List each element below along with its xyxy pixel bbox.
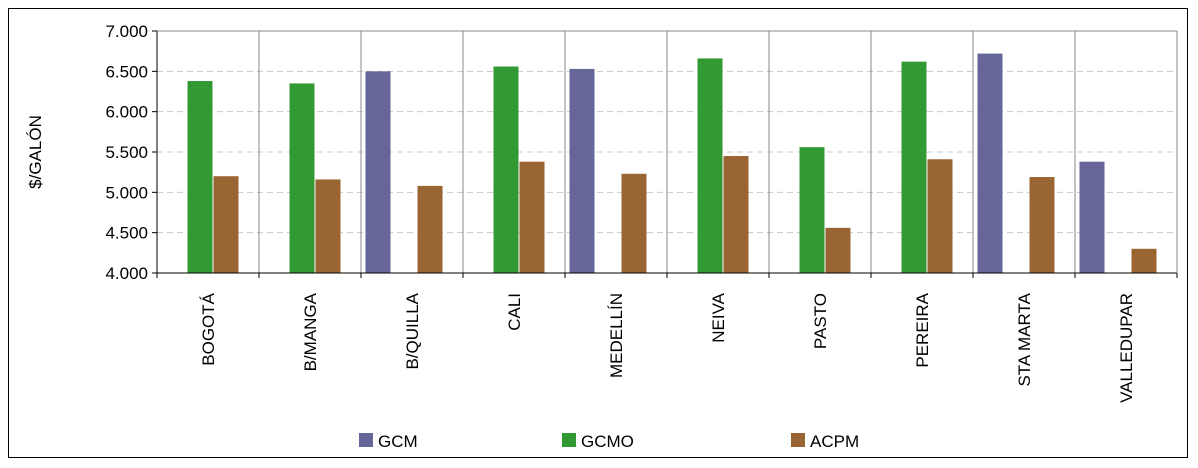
category-label: BOGOTÁ	[199, 292, 218, 365]
bar-gcmo-1	[187, 81, 213, 273]
bar-acpm-2	[315, 179, 341, 273]
bar-gcmo-8	[901, 61, 927, 273]
bar-chart: 4.000 4.500 5.000 5.500 6.000 6.500 7.000 BOGO…	[26, 22, 1178, 451]
category-label: B/MANGA	[301, 292, 320, 371]
y-tick-label: 4.500	[105, 224, 148, 243]
legend-swatch-gcmo	[562, 433, 576, 447]
axes	[152, 30, 1178, 278]
bar-acpm-4	[519, 161, 545, 273]
bar-acpm-10	[1131, 248, 1157, 273]
category-separators	[258, 31, 1076, 273]
bar-acpm-1	[213, 176, 239, 273]
bar-acpm-9	[1029, 177, 1055, 273]
bar-gcm-3	[365, 71, 391, 273]
bar-gcmo-4	[493, 66, 519, 273]
bar-acpm-7	[825, 227, 851, 273]
legend-swatch-acpm	[791, 433, 805, 447]
category-label: PEREIRA	[913, 292, 932, 367]
category-label: B/QUILLA	[403, 292, 422, 369]
legend-label-acpm: ACPM	[810, 432, 859, 451]
bar-acpm-6	[723, 156, 749, 273]
y-tick-label: 4.000	[105, 264, 148, 283]
y-tick-label: 6.500	[105, 62, 148, 81]
category-label: STA MARTA	[1015, 292, 1034, 386]
bar-gcm-10	[1079, 161, 1105, 273]
y-tick-label: 5.500	[105, 143, 148, 162]
category-label: NEIVA	[709, 292, 728, 342]
category-label: CALI	[505, 293, 524, 331]
bar-gcmo-2	[289, 83, 315, 273]
bar-acpm-3	[417, 185, 443, 273]
y-tick-label: 6.000	[105, 103, 148, 122]
category-label: MEDELLÍN	[607, 293, 626, 378]
category-label: VALLEDUPAR	[1117, 293, 1136, 403]
chart-frame: 4.000 4.500 5.000 5.500 6.000 6.500 7.000 BOGO…	[8, 8, 1188, 458]
bar-acpm-5	[621, 173, 647, 273]
y-tick-label: 5.000	[105, 183, 148, 202]
bar-gcmo-7	[799, 147, 825, 273]
bar-gcm-5	[569, 68, 595, 273]
legend-label-gcmo: GCMO	[581, 432, 634, 451]
bar-acpm-8	[927, 159, 953, 273]
category-label: PASTO	[811, 293, 830, 349]
category-labels: BOGOTÁ B/MANGA B/QUILLA CALI MEDELLÍN NEIVA PA…	[199, 292, 1136, 403]
y-axis-label: $/GALÓN	[26, 115, 45, 189]
bar-gcmo-6	[697, 58, 723, 273]
legend-label-gcm: GCM	[378, 432, 418, 451]
bar-gcm-9	[977, 53, 1003, 273]
legend-swatch-gcm	[359, 433, 373, 447]
y-tick-label: 7.000	[105, 22, 148, 41]
bars	[187, 53, 1157, 273]
legend: GCM GCMO ACPM	[359, 432, 859, 451]
y-tick-labels: 4.000 4.500 5.000 5.500 6.000 6.500 7.000	[105, 22, 148, 283]
